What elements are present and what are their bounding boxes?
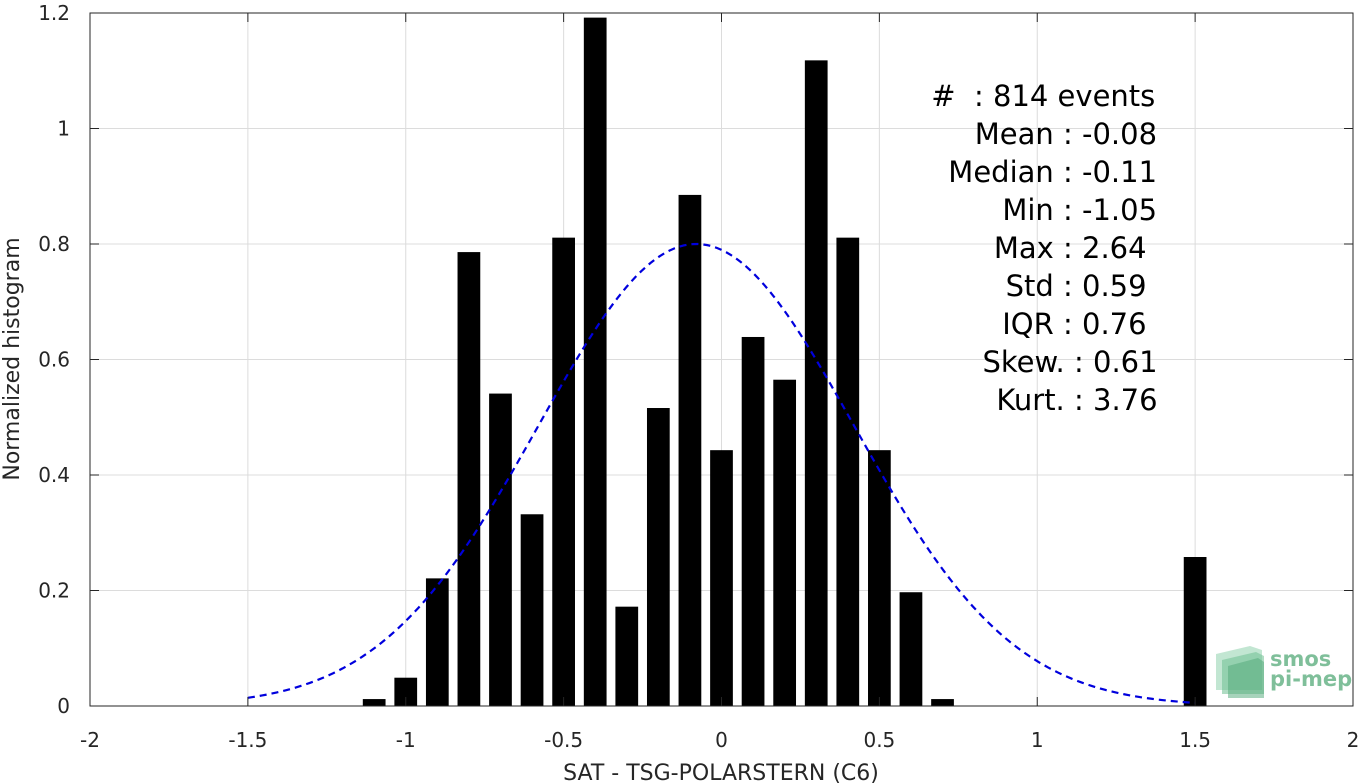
- x-axis-label: SAT - TSG-POLARSTERN (C6): [563, 761, 879, 784]
- histogram-bar: [899, 592, 923, 706]
- histogram-bar: [552, 237, 575, 706]
- y-tick-label: 0.6: [38, 348, 70, 372]
- logo-icon: [1216, 646, 1264, 698]
- histogram-bar: [678, 194, 702, 706]
- histogram-bar: [741, 336, 765, 706]
- x-tick-label: 0.5: [863, 728, 895, 752]
- y-tick-labels: 0 0.2 0.4 0.6 0.8 1 1.2: [38, 1, 70, 718]
- gaussian-fit-curve: [247, 242, 1196, 704]
- histogram-bar: [773, 379, 797, 706]
- y-tick-label: 1.2: [38, 1, 70, 25]
- stat-value: : 3.76: [1074, 383, 1158, 417]
- smos-pi-mep-logo: smos pi-mep: [1216, 646, 1352, 698]
- y-tick-label: 1: [57, 117, 70, 141]
- stat-value: : -1.05: [1063, 193, 1157, 227]
- axis-ticks: [89, 12, 1354, 707]
- stat-value: : -0.11: [1063, 155, 1157, 189]
- x-tick-label: -1: [396, 728, 416, 752]
- histogram-bar: [520, 514, 544, 706]
- histogram-bar: [646, 408, 670, 706]
- histogram-bar: [457, 252, 481, 706]
- x-tick-label: 0: [715, 728, 728, 752]
- histogram-bar: [931, 699, 954, 706]
- x-tick-label: 1.5: [1179, 728, 1211, 752]
- x-tick-label: 2: [1347, 728, 1360, 752]
- stat-label: #: [931, 79, 974, 113]
- histogram-bar: [615, 606, 639, 706]
- histogram-bar: [362, 699, 386, 706]
- stat-label: Skew.: [982, 345, 1074, 379]
- logo-text-smos: smos: [1270, 647, 1331, 671]
- stat-label: Median: [948, 155, 1063, 189]
- x-tick-label: -2: [80, 728, 100, 752]
- x-tick-labels: -2 -1.5 -1 -0.5 0 0.5 1 1.5 2: [80, 728, 1359, 752]
- histogram-bar: [394, 677, 418, 706]
- stat-value: : 0.76: [1063, 307, 1147, 341]
- histogram-bar: [868, 450, 891, 706]
- stat-value: : -0.08: [1063, 117, 1157, 151]
- y-tick-label: 0.4: [38, 463, 70, 487]
- stat-value: : 814 events: [974, 79, 1155, 113]
- histogram-bar: [489, 393, 512, 706]
- y-axis-label: Normalized histogram: [0, 237, 25, 480]
- y-tick-label: 0.8: [38, 232, 70, 256]
- stat-value: : 0.61: [1074, 345, 1158, 379]
- logo-text-pi-mep: pi-mep: [1270, 667, 1352, 691]
- stat-value: : 2.64: [1063, 231, 1147, 265]
- histogram-bar: [583, 17, 607, 707]
- stat-label: Min: [1002, 193, 1063, 227]
- histogram-bar: [710, 450, 733, 706]
- stat-label: Std: [1006, 269, 1063, 303]
- y-tick-label: 0.2: [38, 579, 70, 603]
- stat-label: Kurt.: [996, 383, 1074, 417]
- stat-label: Max: [994, 231, 1063, 265]
- stat-label: IQR: [1002, 307, 1063, 341]
- stat-value: : 0.59: [1063, 269, 1147, 303]
- histogram-bars: [362, 17, 1207, 707]
- x-tick-label: 1: [1031, 728, 1044, 752]
- x-tick-label: -0.5: [544, 728, 583, 752]
- histogram-bar: [425, 578, 449, 706]
- histogram-bar: [836, 237, 860, 706]
- stat-label: Mean: [975, 117, 1063, 151]
- y-tick-label: 0: [57, 694, 70, 718]
- x-tick-label: -1.5: [228, 728, 267, 752]
- histogram-bar: [804, 60, 828, 707]
- histogram-bar: [1183, 557, 1207, 706]
